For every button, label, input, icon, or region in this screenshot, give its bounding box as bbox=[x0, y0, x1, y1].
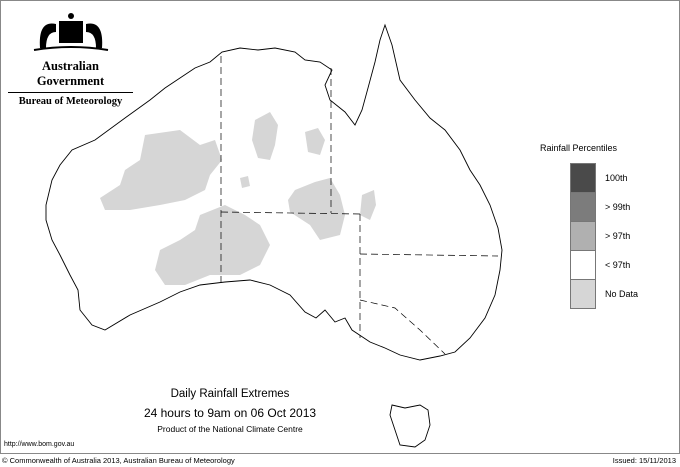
state-borders bbox=[220, 56, 499, 355]
australia-map bbox=[45, 23, 503, 448]
government-name: Australian Government bbox=[36, 59, 105, 88]
border-qld-nsw bbox=[359, 253, 499, 257]
no-data-areas bbox=[100, 112, 376, 285]
website-link[interactable]: http://www.bom.gov.au bbox=[4, 441, 75, 448]
legend-swatch-99th: > 99th bbox=[570, 192, 630, 222]
coastline bbox=[45, 23, 503, 448]
map-period: 24 hours to 9am on 06 Oct 2013 bbox=[143, 406, 317, 420]
border-nt-sa bbox=[220, 211, 361, 215]
no-data-area bbox=[288, 178, 345, 240]
legend-swatch-97th: > 97th bbox=[570, 221, 630, 251]
map-product: Product of the National Climate Centre bbox=[157, 424, 303, 434]
map-title: Daily Rainfall Extremes bbox=[170, 388, 290, 400]
no-data-area bbox=[305, 128, 325, 155]
no-data-area bbox=[252, 112, 278, 160]
tasmania bbox=[389, 404, 431, 448]
copyright: © Commonwealth of Australia 2013, Austra… bbox=[2, 456, 235, 465]
government-logo: Australian Government Bureau of Meteorol… bbox=[8, 10, 133, 107]
legend: 100th > 99th > 97th < 97th No Data bbox=[570, 163, 638, 309]
legend-swatch-100th: 100th bbox=[570, 163, 628, 193]
bureau-name: Bureau of Meteorology bbox=[8, 92, 133, 107]
coat-of-arms-icon bbox=[33, 13, 108, 51]
border-nsw-vic bbox=[359, 299, 446, 355]
legend-swatch-below-97th: < 97th bbox=[570, 250, 630, 280]
legend-swatch-no-data: No Data bbox=[570, 279, 638, 309]
issued-date: Issued: 15/11/2013 bbox=[612, 456, 676, 465]
legend-title: Rainfall Percentiles bbox=[540, 143, 618, 153]
no-data-area bbox=[100, 130, 222, 210]
no-data-area bbox=[360, 190, 376, 220]
no-data-area bbox=[155, 205, 270, 285]
no-data-area bbox=[240, 176, 250, 188]
